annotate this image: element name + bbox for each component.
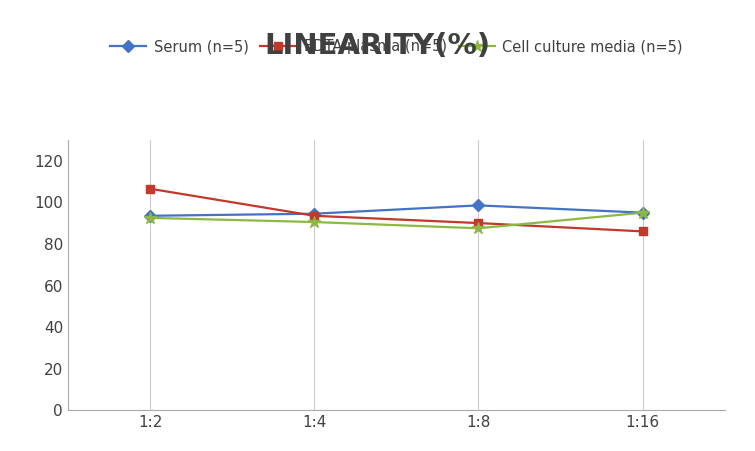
Text: LINEARITY(%): LINEARITY(%): [264, 32, 491, 60]
EDTA plasma (n=5): [638, 229, 647, 234]
Line: Cell culture media (n=5): Cell culture media (n=5): [143, 207, 649, 235]
Cell culture media (n=5): [146, 215, 155, 221]
Cell culture media (n=5): [638, 210, 647, 216]
Serum (n=5): [474, 202, 483, 208]
EDTA plasma (n=5): [310, 213, 319, 218]
EDTA plasma (n=5): [474, 221, 483, 226]
Cell culture media (n=5): [310, 219, 319, 225]
Serum (n=5): [146, 213, 155, 218]
Cell culture media (n=5): [474, 226, 483, 231]
EDTA plasma (n=5): [146, 186, 155, 191]
Serum (n=5): [638, 210, 647, 216]
Line: Serum (n=5): Serum (n=5): [146, 201, 647, 220]
Line: EDTA plasma (n=5): EDTA plasma (n=5): [146, 184, 647, 235]
Serum (n=5): [310, 211, 319, 216]
Legend: Serum (n=5), EDTA plasma (n=5), Cell culture media (n=5): Serum (n=5), EDTA plasma (n=5), Cell cul…: [104, 33, 689, 60]
